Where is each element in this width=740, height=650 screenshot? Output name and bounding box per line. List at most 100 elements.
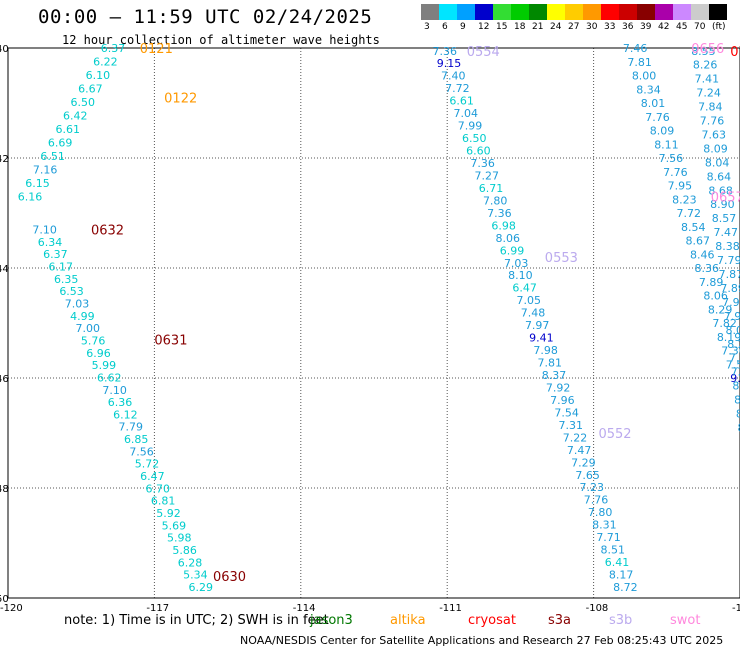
swh-value-label: 7.22 [563,431,588,444]
swh-value-label: 8.20 [727,338,740,351]
swh-value-label: 8.34 [636,83,661,96]
swh-value-label: 7.63 [702,128,727,141]
swh-value-label: 7.56 [129,445,154,458]
swh-value-label: 8.37 [542,369,567,382]
swh-value-label: 9.15 [437,57,462,70]
scale-label: 18 [514,22,526,32]
y-tick-label: 48 [0,484,9,495]
swh-value-label: 7.00 [75,322,100,335]
swh-value-label: 6.60 [466,145,491,158]
swh-value-label: 8.29 [708,303,733,316]
swh-value-label: 8.46 [690,248,715,261]
swh-value-label: 7.41 [695,73,720,86]
swh-value-label: 7.48 [521,307,546,320]
swh-value-label: 9.19 [730,372,740,385]
swh-value-label: 8.57 [712,212,737,225]
scale-label: 70 [694,22,706,32]
swh-value-label: 6.37 [101,42,126,55]
swh-value-label: 6.29 [189,581,214,594]
scale-swatch [475,4,493,20]
scale-label: 27 [568,22,580,32]
satellite-legend-item: altika [390,613,426,628]
x-tick-label: -114 [293,603,316,614]
swh-value-label: 6.10 [86,69,111,82]
swh-value-label: 7.76 [729,352,740,365]
swh-value-label: 5.34 [183,569,208,582]
pass-time-label: 0122 [164,92,197,107]
swh-value-label: 7.95 [668,180,693,193]
swh-value-label: 7.46 [623,42,648,55]
scale-label: 24 [550,22,562,32]
swh-value-label: 7.47 [714,226,739,239]
swh-value-label: 7.79 [717,254,740,267]
swh-value-label: 8.09 [703,142,728,155]
swh-value-label: 8.00 [632,70,657,83]
swh-value-label: 6.99 [500,244,525,257]
swh-value-label: 5.92 [156,507,181,520]
scale-label: 33 [604,22,616,32]
swh-value-label: 6.47 [140,470,165,483]
swh-value-label: 7.56 [659,152,684,165]
swh-value-label: 8.90 [710,198,735,211]
swh-value-label: 8.04 [734,394,740,407]
pass-time-label: 0630 [213,570,246,585]
scale-label: 21 [532,22,544,32]
swh-value-label: 6.35 [54,273,79,286]
swh-value-label: 7.82 [712,317,737,330]
scale-label: 45 [676,22,688,32]
swh-value-label: 6.81 [151,495,176,508]
swh-value-label: 7.76 [645,111,670,124]
scale-swatch [709,4,727,20]
swh-value-label: 5.69 [162,519,187,532]
scale-label: 39 [640,22,652,32]
swh-value-label: 7.91 [724,310,740,323]
swh-value-label: 7.76 [663,166,688,179]
swh-value-label: 7.16 [33,164,58,177]
swh-value-label: 7.96 [550,394,575,407]
pass-time-label: 0553 [545,251,578,266]
swh-value-label: 7.03 [504,257,529,270]
swh-value-label: 7.79 [119,421,144,434]
swh-value-label: 6.42 [63,110,88,123]
swh-value-label: 6.47 [512,282,537,295]
satellite-legend-item: s3a [548,613,572,628]
y-tick-label: 46 [0,374,9,385]
swh-value-label: 8.06 [496,232,520,245]
swh-value-label: 7.76 [700,115,725,128]
scale-label: 15 [496,22,508,32]
swh-value-label: 5.72 [135,458,160,471]
scale-swatch [457,4,475,20]
scale-label: 42 [658,22,670,32]
swh-value-label: 8.64 [707,170,732,183]
swh-value-label: 5.76 [81,334,106,347]
swh-value-label: 8.11 [654,138,679,151]
swh-value-label: 6.98 [491,219,516,232]
swh-value-label: 6.22 [93,56,118,69]
pass-time-label: 0121 [140,42,173,57]
swh-value-label: 6.70 [145,482,170,495]
swh-value-label: 6.50 [462,132,487,145]
swh-value-label: 8.31 [592,519,617,532]
scale-swatch [673,4,691,20]
scale-label: 12 [478,22,490,32]
swh-value-label: 7.36 [487,207,512,220]
swh-value-label: 7.72 [445,82,470,95]
swh-value-label: 6.67 [78,83,103,96]
swh-value-label: 7.05 [517,294,542,307]
pass-time-label: 0657 [711,191,740,206]
swh-value-label: 7.81 [538,357,563,370]
swh-value-label: 4.99 [70,310,95,323]
swh-value-label: 6.28 [178,556,203,569]
swh-value-label: 7.90 [722,296,740,309]
satellite-legend-item: jason3 [310,613,353,628]
scale-swatch [421,4,439,20]
swh-value-label: 6.61 [449,95,474,108]
swh-value-label: 8.10 [508,269,533,282]
swh-value-label: 6.17 [49,260,74,273]
swh-value-label: 6.62 [97,371,122,384]
swh-value-label: 8.06 [703,290,728,303]
scale-swatch [547,4,565,20]
swh-value-label: 6.69 [48,137,73,150]
swh-value-label: 7.92 [546,381,571,394]
